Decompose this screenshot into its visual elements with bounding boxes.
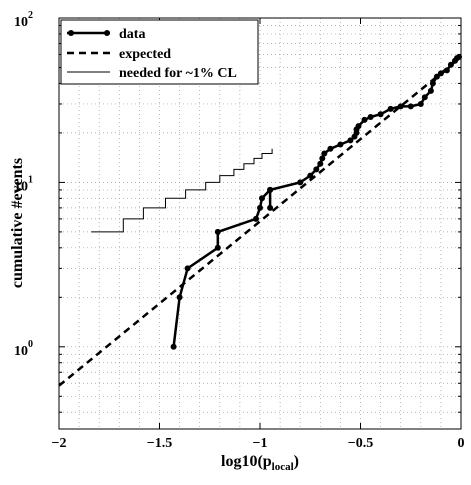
- data-point: [170, 343, 177, 350]
- legend-marker-data: [68, 30, 74, 36]
- x-tick-label: −1: [253, 436, 268, 451]
- data-point: [214, 244, 221, 251]
- legend-marker-data: [104, 30, 110, 36]
- data-point: [267, 186, 274, 193]
- data-point: [267, 204, 274, 211]
- legend: data expected needed for ~1% CL: [60, 19, 259, 85]
- series-line-data: [172, 55, 460, 347]
- x-tick-label: −2: [52, 436, 67, 451]
- y-tick-label-base: 10: [14, 344, 28, 359]
- data-point: [317, 160, 324, 167]
- x-axis-label: log10(plocal): [221, 453, 299, 473]
- data-point: [184, 265, 191, 272]
- y-tick-label: 100: [14, 339, 33, 359]
- data-point: [297, 179, 304, 186]
- x-tick-label: −1.5: [147, 436, 172, 451]
- y-tick-label-exponent: 0: [28, 339, 33, 350]
- data-point: [253, 215, 259, 222]
- y-tick-label: 102: [14, 10, 33, 30]
- legend-label-needed: needed for ~1% CL: [119, 66, 237, 81]
- data-point: [367, 114, 374, 120]
- data-point: [397, 103, 404, 110]
- data-point: [257, 204, 263, 211]
- data-point: [355, 123, 362, 130]
- grid-layer: [59, 18, 461, 429]
- data-point: [176, 294, 183, 301]
- y-tick-label: 101: [14, 174, 33, 194]
- series-line-expected: [58, 55, 462, 387]
- x-axis-label-sub: local: [272, 461, 294, 473]
- x-tick-label: 0: [458, 436, 465, 451]
- legend-label-expected: expected: [119, 47, 171, 62]
- y-tick-label-exponent: 1: [28, 174, 33, 185]
- x-tick-label: −0.5: [348, 436, 373, 451]
- data-point: [427, 87, 434, 94]
- data-point: [259, 195, 265, 202]
- x-axis-label-close: ): [294, 453, 299, 470]
- data-point: [347, 137, 354, 144]
- data-point: [417, 101, 424, 107]
- data-point: [443, 67, 450, 74]
- data-point: [307, 172, 314, 179]
- y-tick-label-base: 10: [14, 15, 28, 30]
- data-point: [387, 105, 394, 112]
- data-point: [313, 166, 320, 173]
- y-tick-label-exponent: 2: [28, 10, 33, 21]
- y-tick-label-base: 10: [14, 179, 28, 194]
- data-point: [377, 111, 384, 118]
- data-point: [214, 228, 221, 235]
- x-axis-label-main: log10(p: [221, 453, 272, 470]
- legend-label-data: data: [119, 27, 145, 42]
- data-point: [321, 150, 328, 157]
- data-point: [337, 141, 344, 148]
- data-point: [327, 145, 334, 152]
- data-point: [361, 116, 368, 123]
- y-axis-label: cumulative #events: [9, 158, 26, 288]
- data-point: [319, 155, 326, 162]
- series-line-needed-for-1-cl: [91, 148, 273, 233]
- data-point: [407, 103, 414, 110]
- data-point: [421, 94, 428, 101]
